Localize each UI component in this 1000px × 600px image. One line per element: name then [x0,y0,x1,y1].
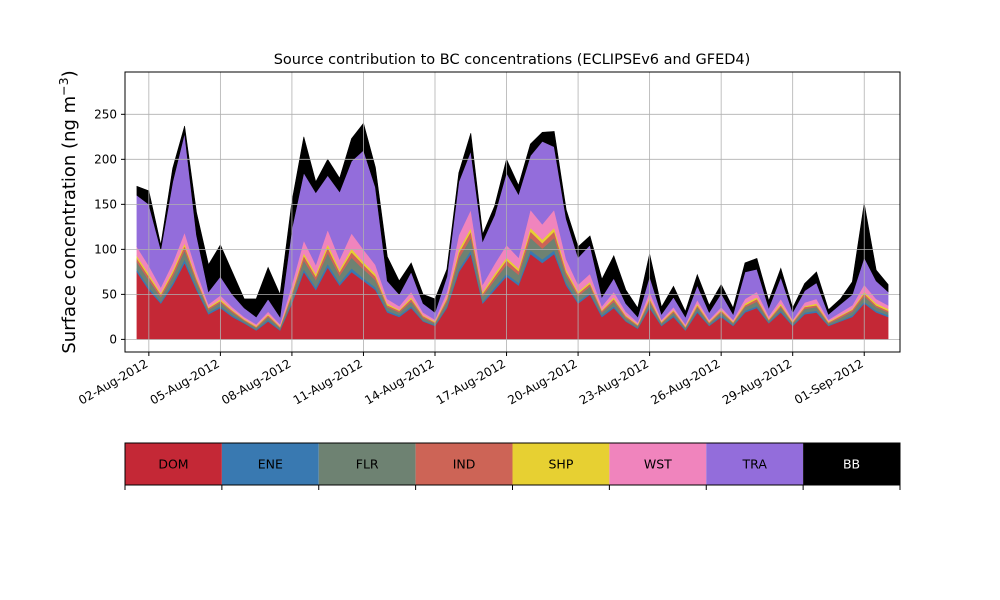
legend-label-tra: TRA [742,457,768,472]
legend-label-ind: IND [453,457,476,472]
legend-label-shp: SHP [549,457,574,472]
y-tick-label: 150 [94,197,117,211]
x-tick-label: 23-Aug-2012 [577,356,651,407]
legend-swatch-flr [318,443,416,485]
x-tick-label: 08-Aug-2012 [219,356,293,407]
x-tick-label: 11-Aug-2012 [291,356,365,407]
legend-swatch-dom [125,443,222,485]
legend-swatch-ene [221,443,319,485]
legend-label-dom: DOM [158,457,188,472]
legend-swatch-shp [512,443,610,485]
y-tick-label: 50 [102,287,117,301]
legend-label-bb: BB [843,457,860,472]
x-tick-label: 14-Aug-2012 [362,356,436,407]
legend-label-flr: FLR [356,457,379,472]
x-tick-label: 17-Aug-2012 [434,356,508,407]
y-axis-label-close: ) [59,70,80,77]
x-tick-label: 20-Aug-2012 [505,356,579,407]
axes-frame [124,71,901,353]
legend: DOM ENE FLR IND SHP WST TRA BB [124,442,901,490]
y-tick-label: 250 [94,107,117,121]
y-tick-label: 0 [109,332,117,346]
x-tick-label: 02-Aug-2012 [76,356,150,407]
legend-swatch-bb [803,443,900,485]
y-tick-label: 200 [94,152,117,166]
x-tick-label: 26-Aug-2012 [648,356,722,407]
x-tick-label: 01-Sep-2012 [792,356,866,407]
y-axis-label-exponent: −3 [56,77,71,95]
y-axis-label: Surface concentration (ng m−3) [56,70,80,353]
legend-swatch-wst [609,443,707,485]
plot-area: 0 50 100 150 200 250 02-Aug-201205-Aug-201208-… [76,71,901,407]
chart-title: Source contribution to BC concentrations… [274,52,751,68]
legend-swatch-tra [706,443,804,485]
x-tick-label: 05-Aug-2012 [148,356,222,407]
y-tick-label: 100 [94,242,117,256]
area-bb [136,122,889,318]
legend-label-wst: WST [644,457,672,472]
x-tick-label: 29-Aug-2012 [720,356,794,407]
legend-label-ene: ENE [258,457,283,472]
y-axis-label-main: Surface concentration (ng m [59,96,80,354]
legend-swatch-ind [415,443,513,485]
